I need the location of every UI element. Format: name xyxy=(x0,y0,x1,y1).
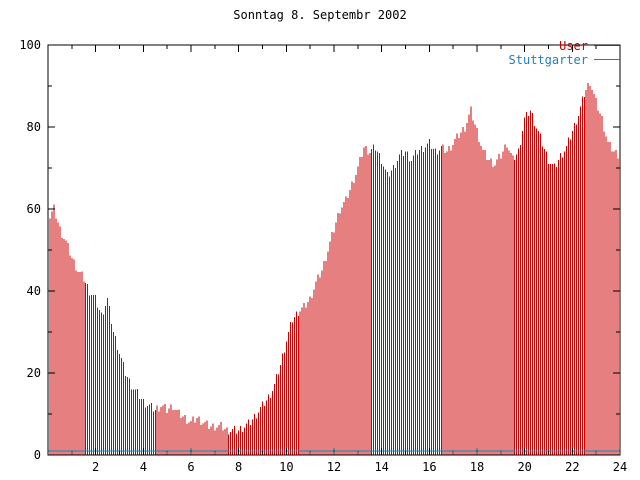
svg-text:100: 100 xyxy=(19,38,41,52)
chart-title: Sonntag 8. Septembr 2002 xyxy=(233,8,407,22)
svg-text:60: 60 xyxy=(27,202,41,216)
svg-text:8: 8 xyxy=(235,460,242,474)
svg-text:20: 20 xyxy=(517,460,531,474)
legend-item-stuttgarter: Stuttgarter xyxy=(508,52,620,67)
svg-text:10: 10 xyxy=(279,460,293,474)
svg-text:12: 12 xyxy=(327,460,341,474)
legend-item-user: User xyxy=(509,38,620,53)
svg-text:4: 4 xyxy=(140,460,147,474)
legend: User Stuttgarter xyxy=(508,38,620,67)
svg-text:0: 0 xyxy=(34,448,41,462)
svg-text:2: 2 xyxy=(92,460,99,474)
legend-user-line-sample xyxy=(594,45,620,46)
svg-text:80: 80 xyxy=(27,120,41,134)
svg-text:40: 40 xyxy=(27,284,41,298)
legend-stuttgarter-line-sample xyxy=(594,59,620,60)
legend-stuttgarter-label: Stuttgarter xyxy=(508,52,588,67)
svg-text:22: 22 xyxy=(565,460,579,474)
svg-text:6: 6 xyxy=(187,460,194,474)
svg-text:18: 18 xyxy=(470,460,484,474)
svg-text:20: 20 xyxy=(27,366,41,380)
svg-text:16: 16 xyxy=(422,460,436,474)
svg-text:14: 14 xyxy=(374,460,388,474)
legend-user-label: User xyxy=(559,38,588,53)
svg-text:24: 24 xyxy=(613,460,627,474)
